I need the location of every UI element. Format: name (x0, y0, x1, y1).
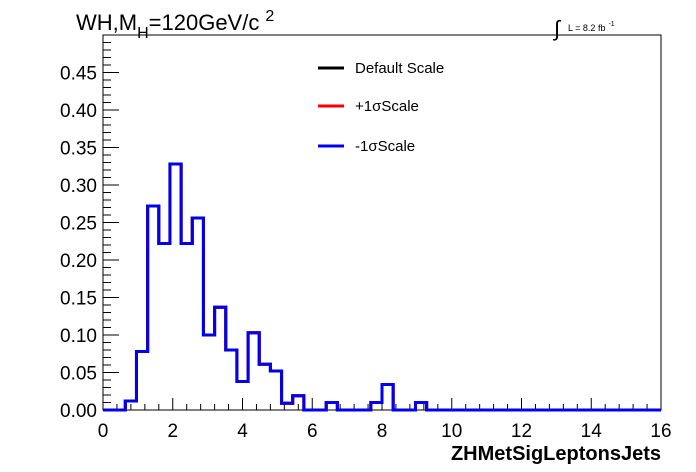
legend: Default Scale +1σScale -1σScale (318, 60, 444, 155)
y-tick-label: 0.35 (60, 139, 97, 160)
y-tick-label: 0.30 (60, 176, 97, 197)
x-axis-label: ZHMetSigLeptonsJets (451, 443, 661, 465)
y-tick-label: 0.25 (60, 214, 97, 235)
x-tick-label: 16 (650, 421, 671, 442)
legend-entry: Default Scale (355, 60, 444, 77)
x-tick-label: 14 (581, 421, 603, 442)
legend-entry: -1σScale (355, 138, 415, 155)
lumi-integral-sign: ∫ (552, 16, 562, 41)
y-tick-label: 0.20 (60, 251, 97, 272)
x-axis: 0 2 4 6 8 10 12 14 16 (98, 398, 672, 442)
histogram-series-0 (103, 162, 661, 412)
x-tick-label: 8 (377, 421, 388, 442)
y-tick-label: 0.05 (60, 364, 97, 385)
x-tick-label: 6 (307, 421, 318, 442)
legend-entry: +1σScale (355, 98, 419, 115)
y-axis: 0.00 0.05 0.10 0.15 0.20 0.25 0.30 0.35 0.40 0.45 (60, 34, 119, 422)
plot-frame (102, 34, 662, 411)
x-tick-label: 2 (167, 421, 178, 442)
x-tick-label: 10 (441, 421, 462, 442)
y-tick-label: 0.45 (60, 64, 97, 85)
chart-title: WH,MH=120GeV/c 2 (76, 8, 274, 42)
x-tick-label: 4 (237, 421, 248, 442)
histogram-series-1 (103, 162, 661, 412)
lumi-label: L = 8.2 fb -1 (568, 21, 615, 33)
y-tick-label: 0.15 (60, 289, 97, 310)
histogram-series-2 (103, 162, 661, 412)
x-tick-label: 12 (511, 421, 532, 442)
x-tick-label: 0 (98, 421, 109, 442)
y-tick-label: 0.40 (60, 101, 97, 122)
series-layer (103, 162, 661, 412)
y-tick-label: 0.00 (60, 401, 97, 422)
y-tick-label: 0.10 (60, 326, 97, 347)
